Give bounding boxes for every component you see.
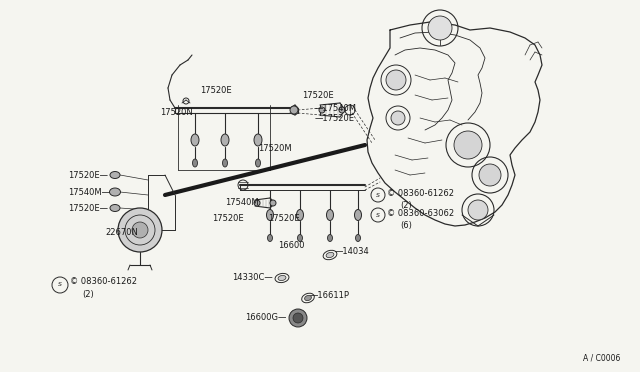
Ellipse shape — [278, 275, 286, 280]
Circle shape — [454, 131, 482, 159]
Text: © 08360-63062: © 08360-63062 — [387, 208, 454, 218]
Text: 16600: 16600 — [278, 241, 305, 250]
Ellipse shape — [110, 205, 120, 212]
Text: S: S — [58, 282, 62, 288]
Text: 17520E: 17520E — [212, 214, 244, 222]
Circle shape — [289, 309, 307, 327]
Circle shape — [391, 111, 405, 125]
Ellipse shape — [266, 209, 273, 221]
Ellipse shape — [223, 159, 227, 167]
Text: 14330C—: 14330C— — [232, 273, 273, 282]
Text: —16611P: —16611P — [310, 291, 350, 299]
Ellipse shape — [355, 209, 362, 221]
Text: © 08360-61262: © 08360-61262 — [70, 278, 137, 286]
Ellipse shape — [355, 234, 360, 241]
Text: 17540M—: 17540M— — [68, 187, 110, 196]
Circle shape — [118, 208, 162, 252]
Circle shape — [468, 200, 488, 220]
Text: —14034: —14034 — [335, 247, 370, 257]
Circle shape — [270, 200, 276, 206]
Text: 17520N: 17520N — [160, 108, 193, 116]
Text: © 08360-61262: © 08360-61262 — [387, 189, 454, 198]
Ellipse shape — [254, 134, 262, 146]
Text: (2): (2) — [400, 201, 412, 209]
Text: 17520E: 17520E — [268, 214, 300, 222]
Ellipse shape — [296, 209, 303, 221]
Text: —17540M: —17540M — [315, 103, 357, 112]
Text: S: S — [376, 192, 380, 198]
Ellipse shape — [255, 159, 260, 167]
Ellipse shape — [109, 188, 120, 196]
Text: 17520E—: 17520E— — [68, 170, 108, 180]
Circle shape — [254, 200, 260, 206]
Text: 17520E—: 17520E— — [68, 203, 108, 212]
Text: (6): (6) — [400, 221, 412, 230]
Circle shape — [386, 70, 406, 90]
Text: A / C0006: A / C0006 — [582, 353, 620, 362]
Ellipse shape — [221, 134, 229, 146]
Text: (2): (2) — [82, 291, 93, 299]
Ellipse shape — [268, 234, 273, 241]
Text: —17520E: —17520E — [315, 113, 355, 122]
Text: 17520M: 17520M — [258, 144, 292, 153]
Circle shape — [319, 107, 325, 113]
Ellipse shape — [305, 295, 312, 301]
Ellipse shape — [298, 234, 303, 241]
Ellipse shape — [110, 171, 120, 179]
Ellipse shape — [326, 209, 333, 221]
Circle shape — [479, 164, 501, 186]
Circle shape — [428, 16, 452, 40]
Ellipse shape — [191, 134, 199, 146]
Text: 22670N: 22670N — [105, 228, 138, 237]
Ellipse shape — [193, 159, 198, 167]
Text: 16600G—: 16600G— — [245, 314, 286, 323]
Ellipse shape — [328, 234, 333, 241]
Text: 17540M: 17540M — [225, 198, 259, 206]
Text: S: S — [376, 212, 380, 218]
Circle shape — [339, 107, 345, 113]
Text: 17520E: 17520E — [200, 86, 232, 94]
Circle shape — [132, 222, 148, 238]
Text: 17520E: 17520E — [302, 90, 333, 99]
Ellipse shape — [326, 252, 334, 258]
Circle shape — [290, 106, 298, 114]
Circle shape — [293, 313, 303, 323]
